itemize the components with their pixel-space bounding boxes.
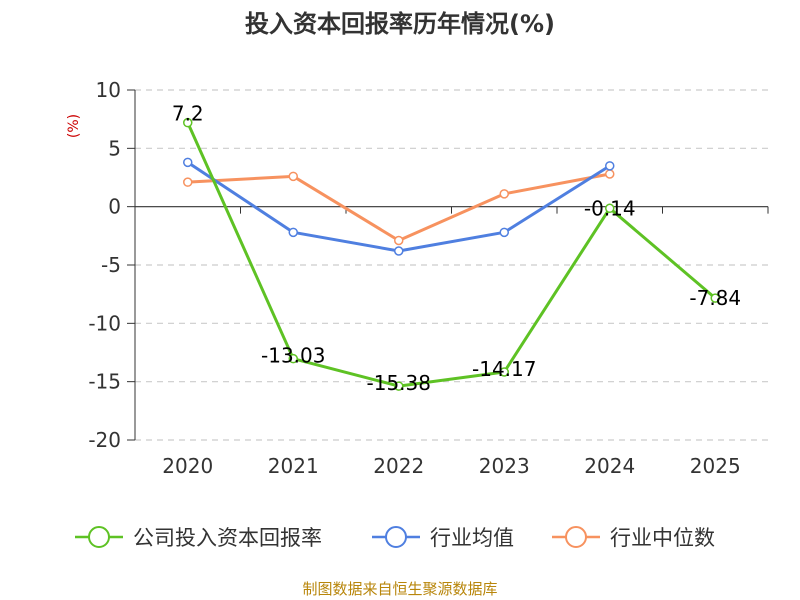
x-axis-tick-label: 2021	[268, 454, 319, 478]
legend-label-2: 行业中位数	[610, 526, 715, 550]
series-lines	[183, 117, 720, 391]
data-point-2	[605, 169, 615, 179]
data-point-2	[394, 235, 404, 246]
legend: 公司投入资本回报率 行业均值 行业中位数	[75, 526, 715, 550]
data-point-0	[394, 381, 404, 391]
data-point-2	[288, 171, 298, 182]
data-point-0	[605, 203, 615, 214]
legend-label-0: 公司投入资本回报率	[133, 526, 322, 550]
data-point-0	[288, 353, 298, 364]
data-label: -14.17	[472, 357, 536, 381]
y-axis-tick-label: -20	[88, 428, 121, 452]
data-point-0	[499, 367, 509, 377]
x-axis-tick-label: 2024	[584, 454, 635, 478]
legend-label-1: 行业均值	[430, 526, 514, 550]
series-line-0	[186, 122, 717, 388]
x-axis-tick-label: 2025	[690, 454, 741, 478]
data-point-1	[288, 227, 298, 238]
data-label: -15.38	[367, 371, 431, 395]
y-axis-tick-label: -5	[101, 253, 121, 277]
data-point-2	[183, 177, 193, 187]
data-point-2	[499, 189, 509, 199]
y-axis-tick-label: 10	[96, 78, 121, 102]
data-point-0	[710, 293, 720, 303]
grid-lines	[135, 89, 768, 441]
data-point-1	[605, 161, 615, 171]
data-point-0	[183, 117, 193, 128]
y-axis-tick-label: 0	[108, 195, 121, 219]
legend-marker-0	[88, 526, 110, 548]
data-label: -7.84	[689, 286, 741, 310]
x-axis-tick-label: 2020	[162, 454, 213, 478]
y-axis-tick-label: -15	[88, 370, 121, 394]
y-axis-tick-label: 5	[108, 136, 121, 160]
legend-marker-1	[385, 526, 407, 548]
y-axis-tick-label: -10	[88, 311, 121, 335]
source-note: 制图数据来自恒生聚源数据库	[302, 580, 497, 598]
y-axis-unit-label: (%)	[66, 114, 82, 138]
x-axis-tick-label: 2023	[479, 454, 530, 478]
data-label: 7.2	[172, 102, 204, 126]
data-label: -0.14	[584, 196, 636, 220]
data-label: -13.03	[261, 344, 325, 368]
legend-marker-2	[565, 526, 587, 548]
chart-title: 投入资本回报率历年情况(%)	[245, 10, 555, 38]
axes: 10 5 0 -5 -10 -15 -20 2020 2021 2022 2023 2024 2025	[88, 78, 769, 478]
x-axis-tick-label: 2022	[373, 454, 424, 478]
data-point-1	[499, 227, 509, 238]
data-point-1	[394, 246, 404, 256]
data-point-1	[183, 157, 193, 168]
data-labels: 7.2 -13.03 -15.38 -14.17 -0.14 -7.84	[172, 102, 741, 395]
